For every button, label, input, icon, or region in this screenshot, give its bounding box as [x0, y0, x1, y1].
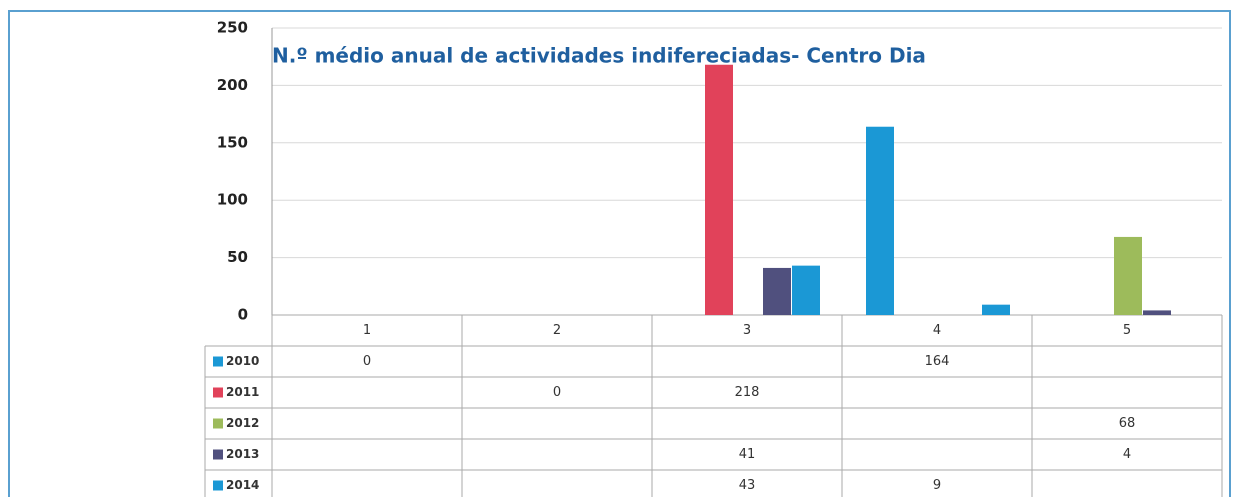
bar	[1143, 310, 1171, 315]
legend-label: 2010	[226, 354, 259, 368]
table-value: 68	[1119, 416, 1136, 431]
table-value: 4	[1123, 447, 1131, 462]
x-tick-label: 5	[1123, 323, 1131, 338]
legend-label: 2014	[226, 478, 259, 492]
y-tick-label: 150	[217, 133, 248, 151]
x-tick-label: 3	[743, 323, 751, 338]
x-tick-label: 1	[363, 323, 371, 338]
y-tick-label: 0	[238, 306, 248, 324]
legend-label: 2013	[226, 447, 259, 461]
chart-frame	[8, 10, 1231, 497]
x-tick-label: 2	[553, 323, 561, 338]
chart-title: N.º médio anual de actividades indiferec…	[272, 44, 926, 68]
legend-swatch	[213, 356, 223, 367]
bar	[763, 267, 791, 315]
legend-swatch	[213, 449, 223, 460]
legend-swatch	[213, 387, 223, 398]
bar	[982, 304, 1010, 315]
legend-label: 2012	[226, 416, 259, 430]
table-value: 43	[739, 478, 756, 493]
table-value: 0	[553, 385, 561, 400]
y-tick-label: 250	[217, 19, 248, 37]
bar	[705, 64, 733, 316]
legend-swatch	[213, 480, 223, 491]
table-value: 9	[933, 478, 941, 493]
bar	[1114, 236, 1142, 315]
y-tick-label: 50	[227, 248, 248, 266]
legend-label: 2011	[226, 385, 259, 399]
table-value: 0	[363, 354, 371, 369]
y-tick-label: 200	[217, 76, 248, 94]
x-tick-label: 4	[933, 323, 941, 338]
y-tick-label: 100	[217, 191, 248, 209]
legend-swatch	[213, 418, 223, 429]
bar	[792, 265, 820, 315]
bar	[866, 126, 894, 315]
table-value: 218	[735, 385, 760, 400]
table-value: 164	[925, 354, 950, 369]
table-value: 41	[739, 447, 756, 462]
